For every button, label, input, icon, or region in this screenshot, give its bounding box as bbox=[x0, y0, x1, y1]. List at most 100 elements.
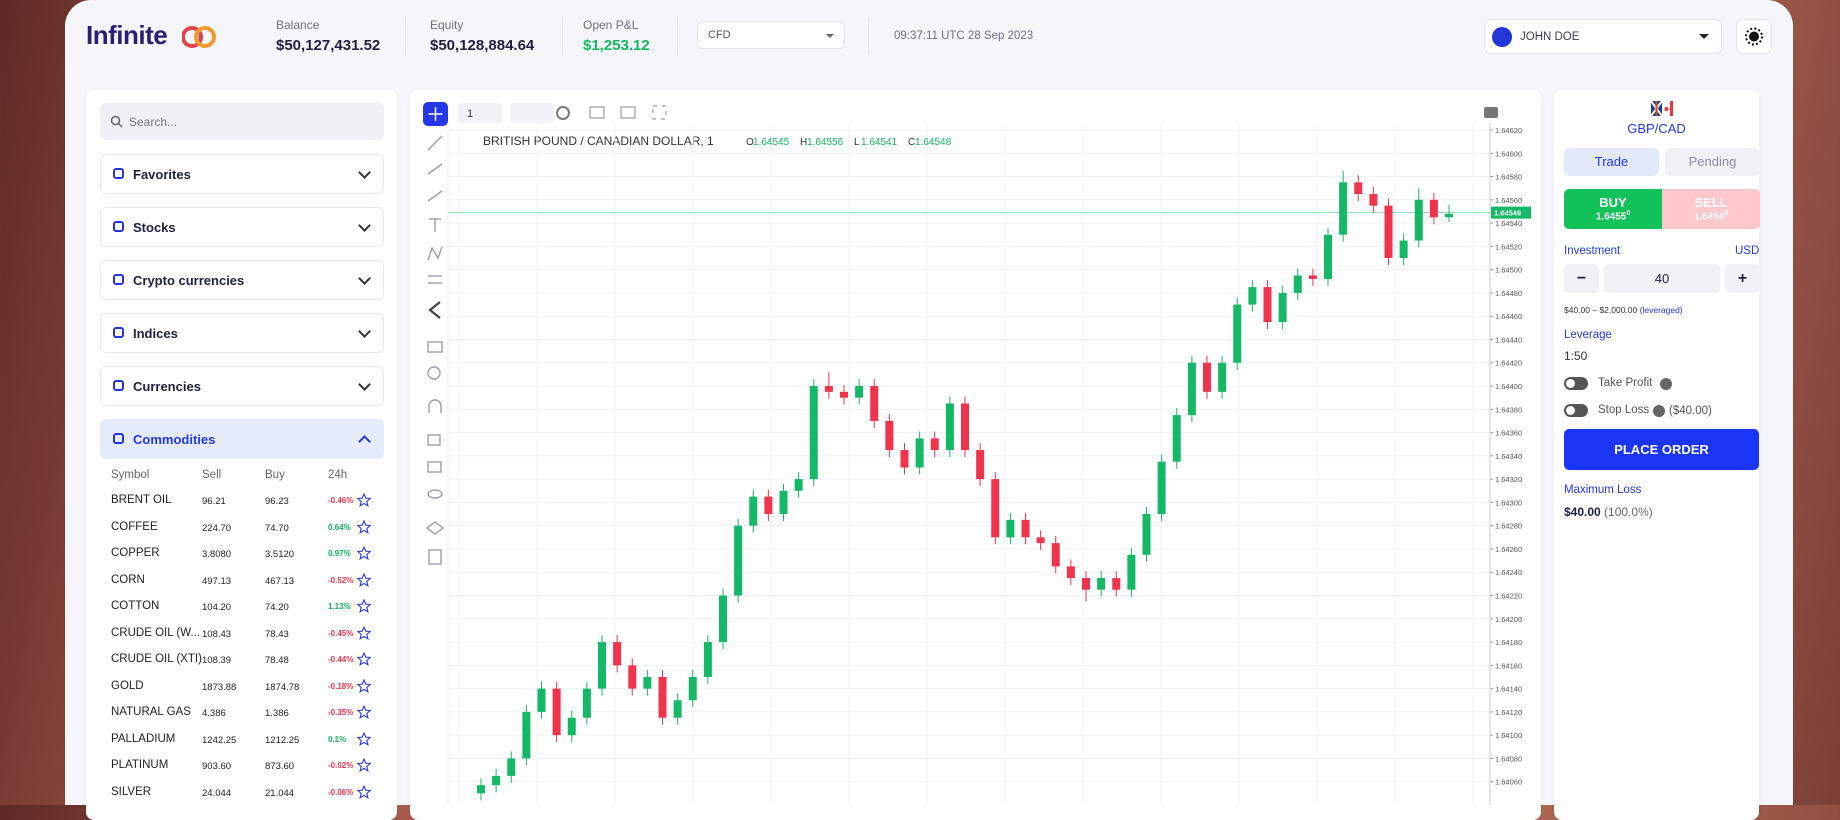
theme-toggle[interactable] bbox=[1736, 19, 1772, 54]
market-group[interactable]: Favorites bbox=[100, 154, 384, 194]
candlestick-chart: 1 BRITISH POUND / CANADIAN DOLLAR, 1 1.6… bbox=[423, 102, 1531, 805]
search-placeholder: Search... bbox=[129, 115, 178, 129]
amount-input[interactable]: 40 bbox=[1604, 264, 1720, 293]
candle-body bbox=[1278, 292, 1287, 323]
candle-body bbox=[976, 450, 985, 480]
favorite-star[interactable] bbox=[356, 598, 372, 613]
lock-tool[interactable] bbox=[427, 461, 442, 473]
trend-line-tool[interactable] bbox=[427, 135, 443, 151]
change-24h: -0.06% bbox=[328, 787, 354, 797]
group-title: Commodities bbox=[133, 432, 216, 447]
candle-body bbox=[719, 595, 727, 643]
candle-body bbox=[1097, 578, 1106, 590]
trade-tab[interactable]: Trade bbox=[1564, 148, 1659, 176]
user-menu[interactable]: JOHN DOE bbox=[1484, 19, 1722, 54]
fib-tool[interactable] bbox=[427, 163, 443, 175]
y-tick-label: 1.64140 bbox=[1495, 685, 1522, 694]
delete-tool[interactable] bbox=[428, 549, 442, 565]
sell-price: 1242.25 bbox=[202, 734, 237, 746]
chart-style-select[interactable] bbox=[510, 103, 554, 123]
screenshot-icon[interactable] bbox=[1484, 107, 1498, 118]
group-icon bbox=[113, 221, 124, 232]
zoom-tool[interactable] bbox=[427, 366, 441, 380]
settings-icon[interactable] bbox=[556, 106, 570, 120]
market-group[interactable]: Crypto currencies bbox=[100, 260, 384, 300]
market-group[interactable]: Currencies bbox=[100, 366, 384, 406]
favorite-star[interactable] bbox=[356, 545, 372, 560]
back-tool[interactable] bbox=[428, 301, 441, 319]
buy-button[interactable]: BUY 1.64550 bbox=[1564, 189, 1662, 229]
pending-tab[interactable]: Pending bbox=[1665, 148, 1760, 176]
favorite-star[interactable] bbox=[356, 704, 372, 719]
symbol: SILVER bbox=[111, 785, 152, 798]
y-tick-label: 1.64440 bbox=[1495, 335, 1522, 344]
interval-select[interactable] bbox=[458, 103, 502, 123]
ohlc-key: O bbox=[746, 137, 754, 148]
pattern-tool[interactable] bbox=[427, 246, 443, 261]
sell-price: 3.8080 bbox=[202, 549, 232, 560]
place-order-button[interactable]: PLACE ORDER bbox=[1564, 429, 1759, 470]
change-24h: -0.52% bbox=[328, 575, 354, 585]
logo-icon bbox=[182, 26, 216, 48]
market-group[interactable]: Indices bbox=[100, 313, 384, 353]
change-24h: 0.64% bbox=[328, 522, 351, 532]
market-group[interactable]: Stocks bbox=[100, 207, 384, 247]
favorite-star[interactable] bbox=[356, 731, 372, 746]
brush-tool[interactable] bbox=[427, 190, 443, 202]
group-title: Indices bbox=[133, 326, 178, 341]
pair-flag bbox=[1651, 101, 1673, 116]
candle-body bbox=[945, 403, 954, 451]
favorite-star[interactable] bbox=[356, 757, 372, 772]
column-header: Symbol bbox=[111, 469, 150, 481]
buy-label: BUY bbox=[1599, 195, 1627, 210]
buy-price: 78.43 bbox=[265, 628, 289, 640]
candle-body bbox=[1036, 537, 1045, 544]
favorite-star[interactable] bbox=[356, 784, 372, 799]
indicators-icon[interactable] bbox=[589, 106, 605, 119]
logo[interactable]: Infinite bbox=[86, 20, 168, 50]
candle-body bbox=[492, 775, 501, 786]
measure-tool[interactable] bbox=[427, 341, 443, 353]
candle-body bbox=[1293, 275, 1302, 293]
increase-button[interactable]: + bbox=[1725, 264, 1760, 293]
favorite-star[interactable] bbox=[356, 651, 372, 666]
favorite-star[interactable] bbox=[356, 519, 372, 534]
info-icon[interactable] bbox=[1653, 405, 1665, 417]
divider bbox=[677, 18, 678, 54]
column-header: Buy bbox=[265, 469, 285, 481]
take-profit-toggle[interactable] bbox=[1564, 377, 1588, 390]
search-box[interactable]: Search... bbox=[100, 103, 384, 140]
stat-value: $50,127,431.52 bbox=[276, 37, 381, 54]
chevron bbox=[358, 378, 371, 391]
candle-body bbox=[1429, 199, 1438, 218]
market-group[interactable]: Commodities bbox=[100, 419, 384, 459]
favorite-star[interactable] bbox=[356, 492, 372, 507]
candle-body bbox=[552, 688, 561, 736]
ohlc-value: 1.64541 bbox=[861, 137, 898, 148]
info-icon[interactable] bbox=[1660, 378, 1672, 390]
sell-price: 224.70 bbox=[202, 522, 232, 534]
favorite-star[interactable] bbox=[356, 572, 372, 587]
compare-icon[interactable] bbox=[620, 106, 636, 119]
visibility-tool[interactable] bbox=[427, 489, 443, 499]
y-tick-label: 1.64280 bbox=[1495, 522, 1522, 531]
candle-body bbox=[598, 642, 606, 689]
stop-loss-toggle[interactable] bbox=[1564, 404, 1588, 417]
last-price-label: 1.64549 bbox=[1494, 209, 1521, 218]
favorite-star[interactable] bbox=[356, 678, 372, 693]
favorite-star[interactable] bbox=[356, 625, 372, 640]
decrease-button[interactable]: − bbox=[1564, 264, 1599, 293]
candle-body bbox=[824, 386, 833, 392]
group-icon bbox=[113, 433, 124, 444]
candle-body bbox=[613, 642, 622, 666]
candle-body bbox=[870, 386, 879, 421]
sell-button[interactable]: SELL 1.64548 bbox=[1662, 189, 1760, 229]
fullscreen-icon[interactable] bbox=[652, 105, 667, 120]
account-type-select[interactable]: CFD bbox=[697, 21, 845, 49]
sell-price: 108.43 bbox=[202, 628, 232, 640]
candle-body bbox=[1308, 275, 1317, 279]
magnet-tool[interactable] bbox=[428, 399, 442, 413]
layers-tool[interactable] bbox=[425, 521, 445, 535]
divider bbox=[405, 18, 406, 54]
lock-tool[interactable] bbox=[427, 434, 441, 446]
